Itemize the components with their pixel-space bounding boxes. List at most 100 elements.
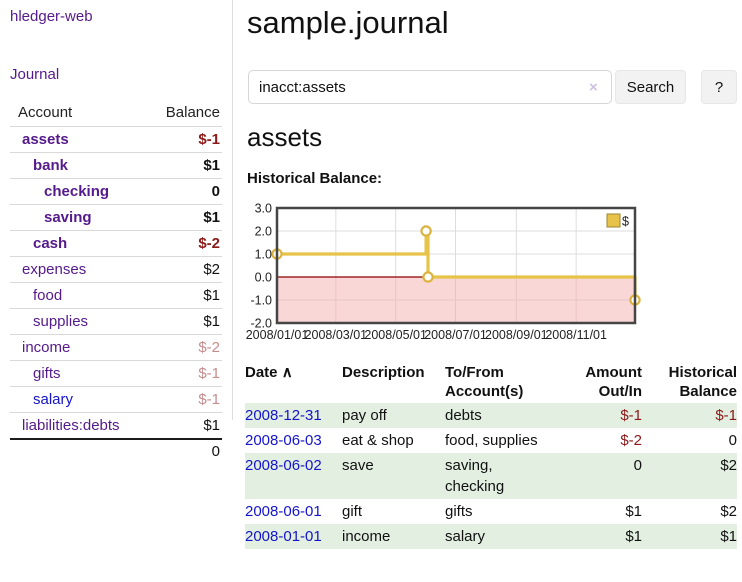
- description-cell: eat & shop: [342, 432, 414, 449]
- account-balance-value: $-1: [198, 365, 220, 382]
- description-cell: pay off: [342, 407, 387, 424]
- sidebar-account-row: supplies $1: [10, 309, 222, 335]
- sidebar-account-row: expenses $2: [10, 257, 222, 283]
- sidebar-item-journal[interactable]: Journal: [10, 66, 60, 83]
- description-cell: save: [342, 457, 374, 474]
- sidebar-account-row: gifts $-1: [10, 361, 222, 387]
- account-link[interactable]: income: [22, 339, 71, 356]
- search-button[interactable]: Search: [615, 70, 686, 104]
- account-link[interactable]: salary: [33, 391, 74, 408]
- x-axis-tick-label: 2008/11/01: [545, 328, 607, 342]
- amount-cell: $-1: [620, 407, 642, 424]
- y-axis-tick-label: 0.0: [255, 271, 272, 285]
- account-link[interactable]: assets: [22, 131, 69, 148]
- sidebar-account-row: salary $-1: [10, 387, 222, 413]
- date-cell: 2008-06-02: [245, 453, 342, 499]
- date-cell: 2008-06-03: [245, 428, 342, 453]
- x-axis-tick-label: 2008/05/01: [364, 328, 427, 342]
- legend-swatch: [606, 213, 621, 228]
- balance-cell: 0: [728, 432, 737, 449]
- account-balance-value: $1: [203, 417, 220, 434]
- app-title-link[interactable]: hledger-web: [10, 8, 93, 25]
- sidebar-account-row: food $1: [10, 283, 222, 309]
- account-balance-value: $1: [203, 287, 220, 304]
- amount-cell: $-2: [620, 432, 642, 449]
- account-table-header: Account Balance: [10, 100, 222, 127]
- legend-label: $: [622, 215, 629, 229]
- balance-header-line1: Historical: [668, 364, 737, 381]
- help-button[interactable]: ?: [701, 70, 737, 104]
- date-cell: 2008-12-31: [245, 403, 342, 428]
- accounts-column-header: To/From Account(s): [445, 361, 560, 403]
- balance-cell: $-1: [715, 407, 737, 424]
- balance-cell: $1: [720, 528, 737, 545]
- x-axis-tick-label: 2008/09/01: [485, 328, 548, 342]
- accounts-cell: saving, checking: [445, 457, 505, 495]
- sidebar: hledger-web Journal Account Balance asse…: [0, 0, 233, 460]
- y-axis-tick-label: -2.0: [250, 317, 272, 331]
- clear-search-icon[interactable]: ×: [589, 79, 598, 96]
- sidebar-account-row: bank $1: [10, 153, 222, 179]
- register-header-row: Date ∧ Description To/From Account(s) Am…: [245, 361, 737, 403]
- accounts-cell: salary: [445, 528, 486, 545]
- x-axis-tick-label: 2008/07/01: [424, 328, 487, 342]
- search-input[interactable]: [248, 70, 612, 104]
- x-axis-tick-label: 2008/01/01: [246, 328, 309, 342]
- y-axis-tick-label: -1.0: [250, 294, 272, 308]
- transaction-date-link[interactable]: 2008-06-02: [245, 457, 322, 474]
- transaction-date-link[interactable]: 2008-06-01: [245, 503, 322, 520]
- account-link[interactable]: saving: [44, 209, 92, 226]
- transaction-date-link[interactable]: 2008-06-03: [245, 432, 322, 449]
- historical-balance-chart: 3.0 2.0 1.0 0.0 -1.0 -2.02008/01/012008/03/01…: [246, 202, 641, 342]
- account-link[interactable]: food: [33, 287, 63, 304]
- account-balance-value: $-2: [198, 235, 220, 252]
- balance-cell: $2: [720, 457, 737, 474]
- account-balance-value: 0: [211, 183, 220, 200]
- account-link[interactable]: checking: [44, 183, 110, 200]
- date-cell: 2008-06-01: [245, 499, 342, 524]
- amount-column-header: Amount Out/In: [560, 361, 642, 403]
- balance-header-line2: Balance: [679, 383, 737, 400]
- y-axis-tick-label: 1.0: [255, 248, 272, 262]
- transaction-row: 2008-06-01 gift gifts $1 $2: [245, 499, 737, 524]
- account-balance-value: $-1: [198, 131, 220, 148]
- account-balance-value: $-1: [198, 391, 220, 408]
- sidebar-account-row: liabilities:debts $1: [10, 413, 222, 438]
- total-balance-value: 0: [211, 443, 220, 460]
- account-link[interactable]: expenses: [22, 261, 87, 278]
- account-balance-value: $2: [203, 261, 220, 278]
- x-axis-tick-label: 2008/03/01: [305, 328, 368, 342]
- description-cell: income: [342, 528, 391, 545]
- balance-column-header: Balance: [165, 104, 220, 121]
- sidebar-account-row: checking 0: [10, 179, 222, 205]
- account-link[interactable]: cash: [33, 235, 68, 252]
- amount-header-line2: Out/In: [598, 383, 642, 400]
- accounts-header-line1: To/From: [445, 364, 504, 381]
- account-link[interactable]: gifts: [33, 365, 61, 382]
- account-balance-value: $1: [203, 313, 220, 330]
- amount-header-line1: Amount: [585, 364, 642, 381]
- page-title: sample.journal: [247, 5, 449, 40]
- transaction-row: 2008-06-02 save saving, checking 0 $2: [245, 453, 737, 499]
- accounts-header-line2: Account(s): [445, 383, 524, 400]
- account-link[interactable]: liabilities:debts: [22, 417, 120, 434]
- amount-cell: 0: [633, 457, 642, 474]
- account-balance-value: $1: [203, 157, 220, 174]
- y-axis-tick-label: 3.0: [255, 202, 272, 216]
- transaction-date-link[interactable]: 2008-01-01: [245, 528, 322, 545]
- amount-cell: $1: [625, 503, 642, 520]
- y-axis-tick-label: 2.0: [255, 225, 272, 239]
- account-link[interactable]: bank: [33, 157, 69, 174]
- date-cell: 2008-01-01: [245, 524, 342, 549]
- account-link[interactable]: supplies: [33, 313, 89, 330]
- sidebar-account-row: cash $-2: [10, 231, 222, 257]
- accounts-cell: food, supplies: [445, 432, 538, 449]
- account-balance-table: Account Balance assets $-1 bank $1 checking 0…: [10, 100, 222, 463]
- account-total-row: 0: [10, 438, 222, 463]
- sort-ascending-icon: ∧: [281, 364, 293, 381]
- transaction-date-link[interactable]: 2008-12-31: [245, 407, 322, 424]
- balance-column-header: Historical Balance: [642, 361, 737, 403]
- transaction-row: 2008-06-03 eat & shop food, supplies $-2 0: [245, 428, 737, 453]
- date-column-header[interactable]: Date ∧: [245, 361, 342, 403]
- account-column-header: Account: [18, 104, 73, 121]
